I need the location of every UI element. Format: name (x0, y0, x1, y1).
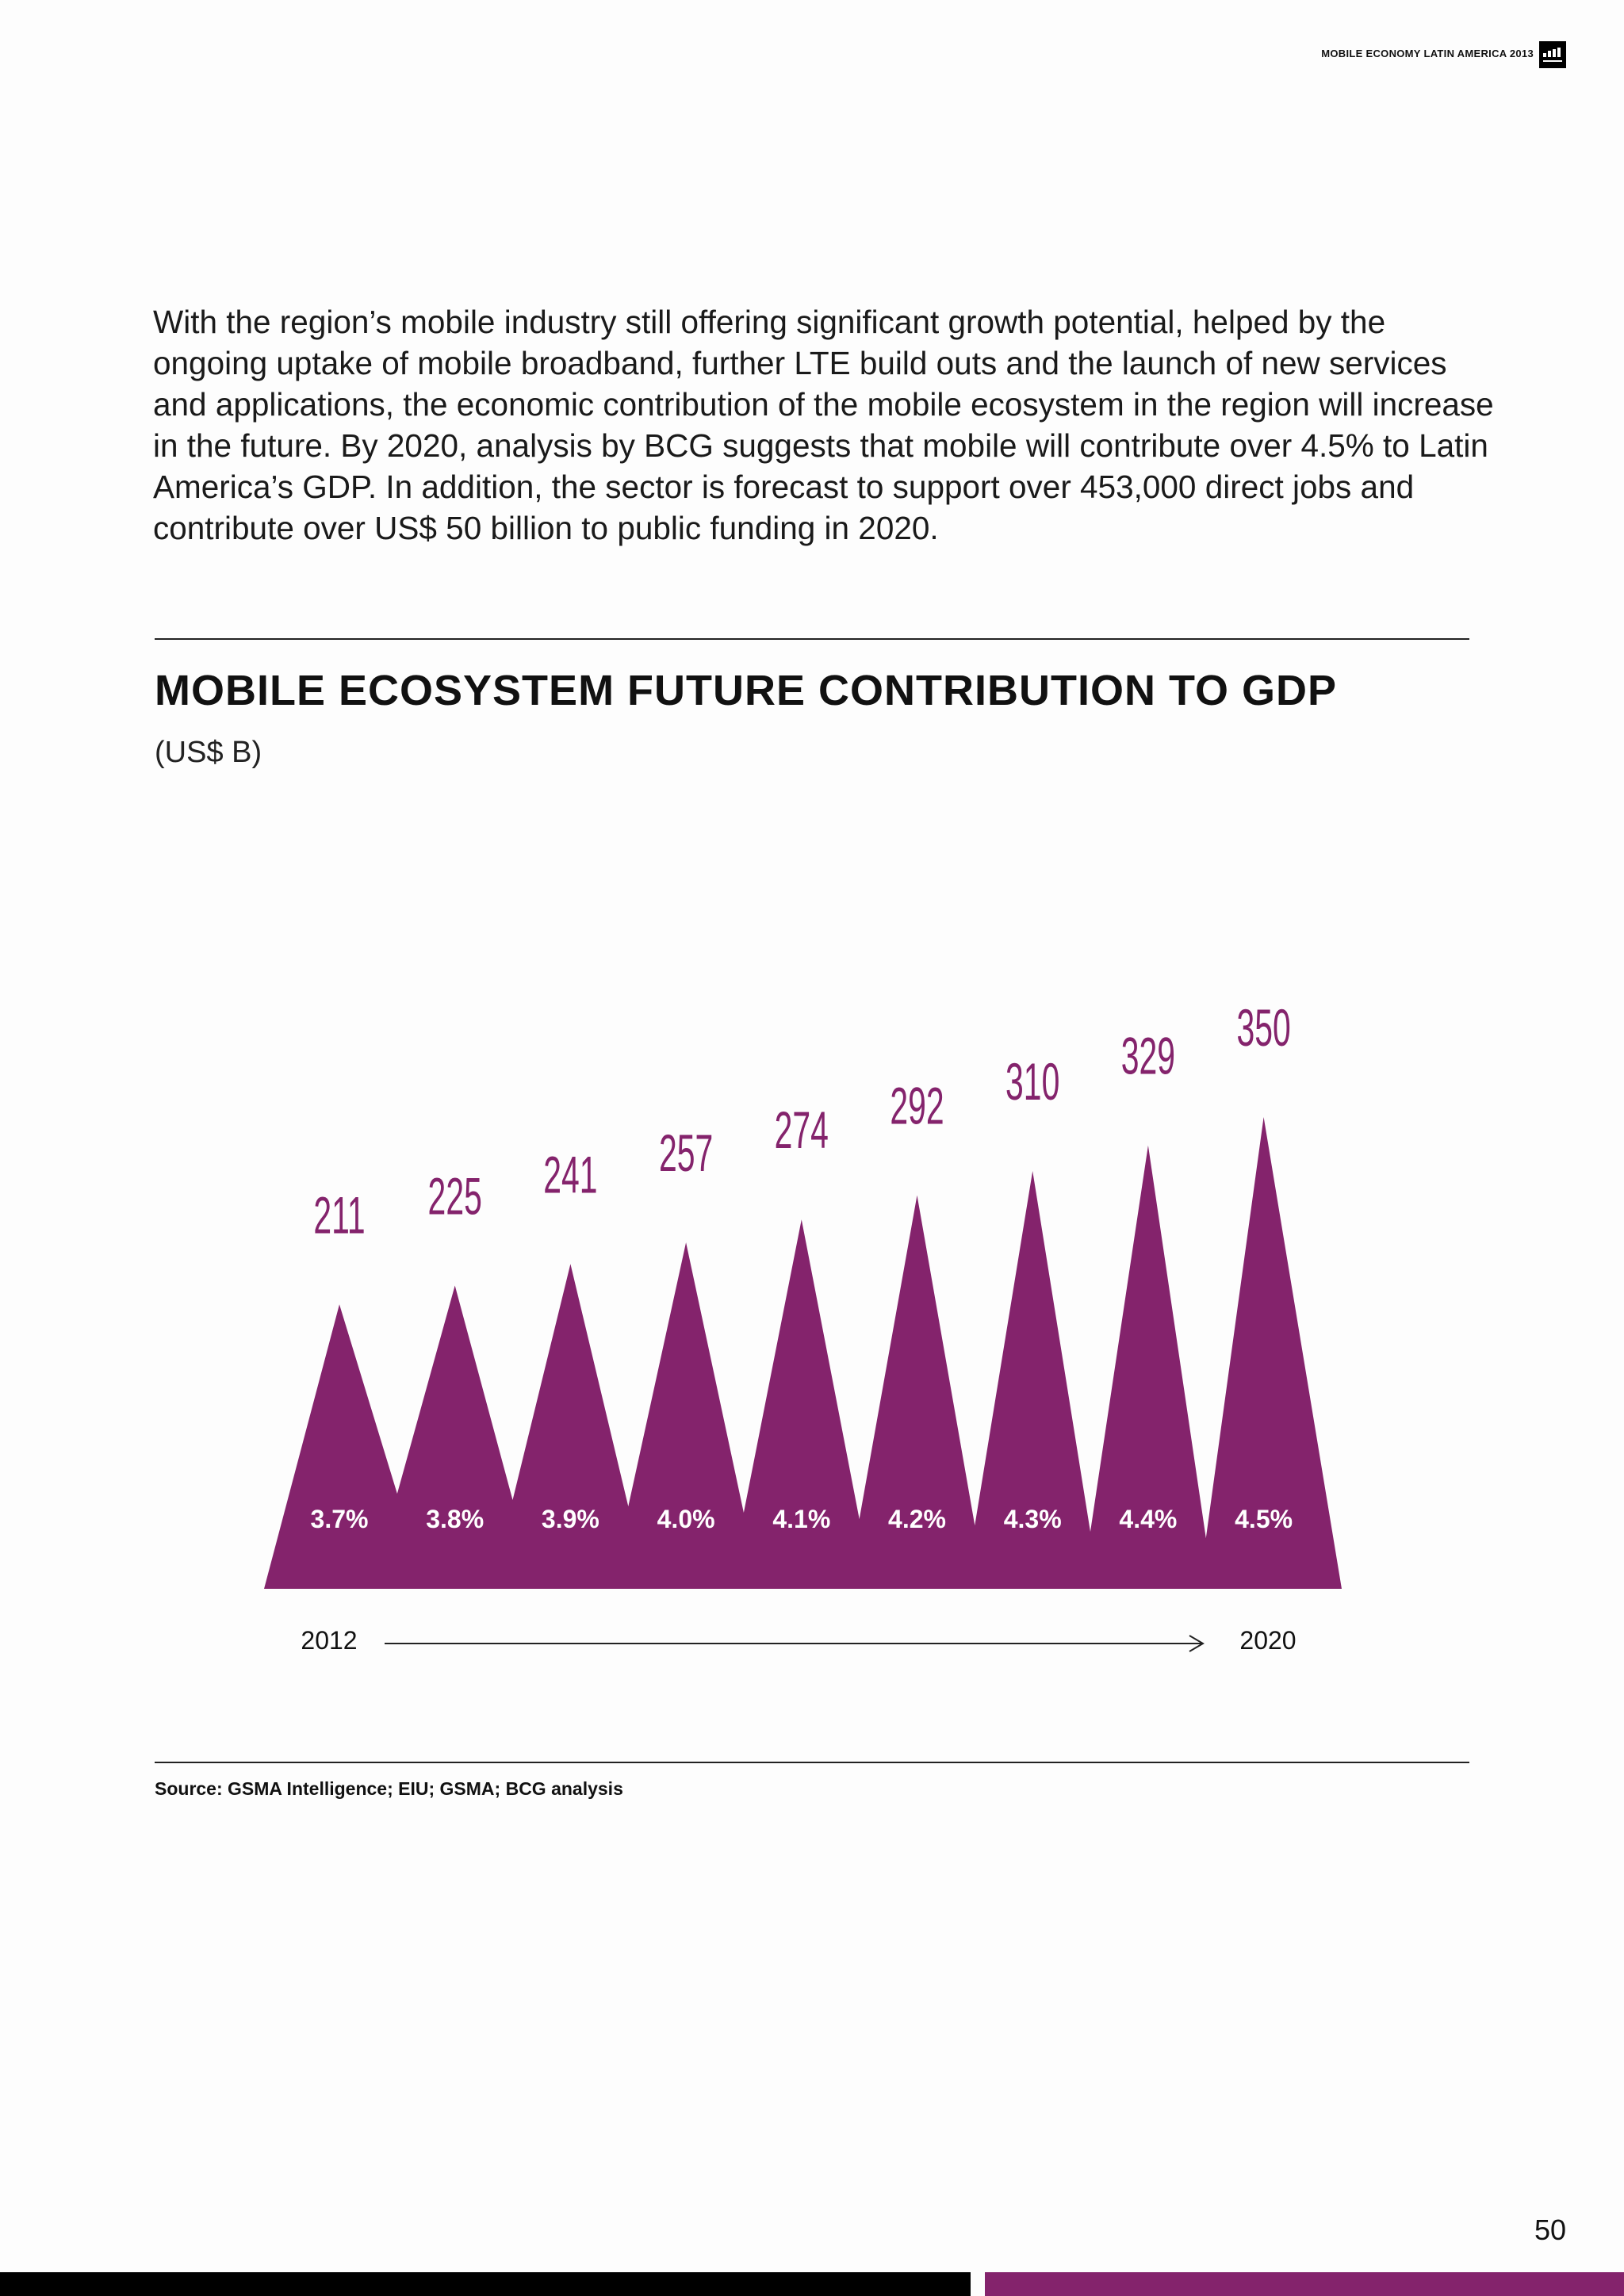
gdp-share-label: 4.5% (1235, 1505, 1293, 1533)
page-number: 50 (1534, 2214, 1566, 2246)
source-note: Source: GSMA Intelligence; EIU; GSMA; BC… (155, 1778, 623, 1799)
data-value-label: 211 (313, 1185, 365, 1245)
footer-bar-dark (0, 2272, 971, 2296)
gdp-share-label: 4.3% (1004, 1505, 1062, 1533)
timeline-arrowhead-icon (1189, 1635, 1205, 1652)
x-axis-end-label: 2020 (1239, 1626, 1296, 1655)
data-value-label: 350 (1236, 998, 1290, 1058)
divider-bottom (155, 1762, 1469, 1763)
data-value-label: 225 (428, 1166, 482, 1226)
intro-paragraph: With the region’s mobile industry still … (153, 304, 1494, 546)
footer-bar-accent (985, 2272, 1624, 2296)
chart-title: MOBILE ECOSYSTEM FUTURE CONTRIBUTION TO … (155, 667, 1338, 714)
data-value-label: 257 (659, 1123, 713, 1183)
gdp-share-label: 3.7% (311, 1505, 369, 1533)
chart-subtitle: (US$ B) (155, 736, 262, 769)
header-title: MOBILE ECONOMY LATIN AMERICA 2013 (1321, 48, 1534, 59)
gdp-share-label: 4.1% (772, 1505, 830, 1533)
data-value-label: 241 (543, 1145, 597, 1204)
gdp-share-label: 3.9% (542, 1505, 599, 1533)
data-value-label: 274 (775, 1100, 829, 1160)
gdp-share-label: 3.8% (426, 1505, 484, 1533)
gdp-share-label: 4.0% (657, 1505, 715, 1533)
gdp-share-label: 4.2% (888, 1505, 946, 1533)
gsma-logo-icon (1539, 41, 1566, 68)
gdp-share-label: 4.4% (1119, 1505, 1177, 1533)
data-value-label: 292 (890, 1077, 944, 1136)
x-axis-start-label: 2012 (301, 1626, 357, 1655)
divider-top (155, 638, 1469, 640)
chart-area-shape (264, 1117, 1342, 1589)
data-value-label: 329 (1121, 1027, 1175, 1086)
data-value-label: 310 (1005, 1052, 1059, 1112)
